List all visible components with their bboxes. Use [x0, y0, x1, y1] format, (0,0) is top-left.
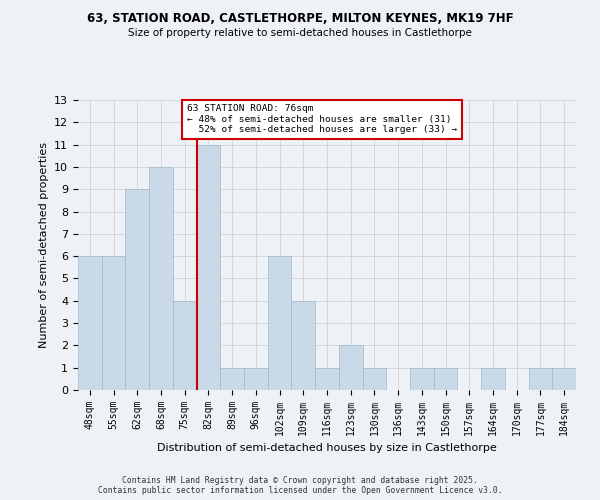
Bar — [529, 368, 552, 390]
Bar — [552, 368, 576, 390]
Bar — [149, 167, 173, 390]
Bar — [339, 346, 362, 390]
Bar — [434, 368, 457, 390]
Bar — [481, 368, 505, 390]
Bar — [102, 256, 125, 390]
X-axis label: Distribution of semi-detached houses by size in Castlethorpe: Distribution of semi-detached houses by … — [157, 444, 497, 454]
Bar — [268, 256, 292, 390]
Bar — [362, 368, 386, 390]
Bar — [173, 301, 197, 390]
Bar — [78, 256, 102, 390]
Bar — [125, 189, 149, 390]
Bar — [315, 368, 339, 390]
Text: Contains HM Land Registry data © Crown copyright and database right 2025.
Contai: Contains HM Land Registry data © Crown c… — [98, 476, 502, 495]
Text: 63, STATION ROAD, CASTLETHORPE, MILTON KEYNES, MK19 7HF: 63, STATION ROAD, CASTLETHORPE, MILTON K… — [86, 12, 514, 26]
Bar — [244, 368, 268, 390]
Bar — [197, 144, 220, 390]
Text: Size of property relative to semi-detached houses in Castlethorpe: Size of property relative to semi-detach… — [128, 28, 472, 38]
Bar — [410, 368, 434, 390]
Bar — [220, 368, 244, 390]
Y-axis label: Number of semi-detached properties: Number of semi-detached properties — [38, 142, 49, 348]
Text: 63 STATION ROAD: 76sqm
← 48% of semi-detached houses are smaller (31)
  52% of s: 63 STATION ROAD: 76sqm ← 48% of semi-det… — [187, 104, 457, 134]
Bar — [292, 301, 315, 390]
